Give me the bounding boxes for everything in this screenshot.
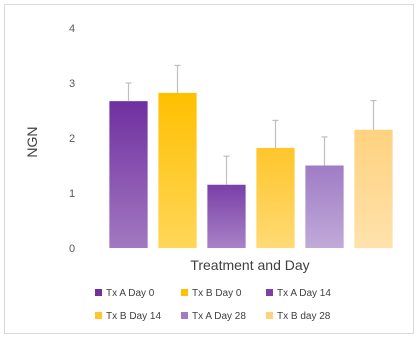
legend-swatch bbox=[95, 289, 102, 296]
bar-shading bbox=[158, 92, 197, 249]
legend-label: Tx B Day 0 bbox=[192, 288, 242, 299]
legend-swatch bbox=[266, 289, 273, 296]
legend-swatch bbox=[181, 289, 188, 296]
bar-shading bbox=[256, 147, 295, 248]
legend-label: Tx A Day 28 bbox=[192, 311, 246, 322]
chart-frame bbox=[4, 4, 414, 334]
legend-label: Tx A Day 14 bbox=[277, 288, 331, 299]
legend-label: Tx B Day 14 bbox=[106, 311, 161, 322]
bar-shading bbox=[305, 165, 344, 248]
y-tick-label: 4 bbox=[69, 23, 75, 35]
legend-swatch bbox=[181, 312, 188, 319]
y-axis-title: NGN bbox=[24, 126, 40, 157]
x-axis-title: Treatment and Day bbox=[190, 257, 309, 273]
y-tick-label: 3 bbox=[69, 78, 75, 90]
y-tick-label: 2 bbox=[69, 133, 75, 145]
legend-label: Tx A Day 0 bbox=[106, 288, 155, 299]
y-tick-label: 1 bbox=[69, 188, 75, 200]
bar-shading bbox=[207, 184, 246, 248]
y-tick-label: 0 bbox=[69, 243, 75, 255]
bar-shading bbox=[354, 129, 393, 248]
legend-label: Tx B day 28 bbox=[277, 311, 331, 322]
legend-swatch bbox=[266, 312, 273, 319]
legend-swatch bbox=[95, 312, 102, 319]
bar-shading bbox=[109, 101, 148, 249]
